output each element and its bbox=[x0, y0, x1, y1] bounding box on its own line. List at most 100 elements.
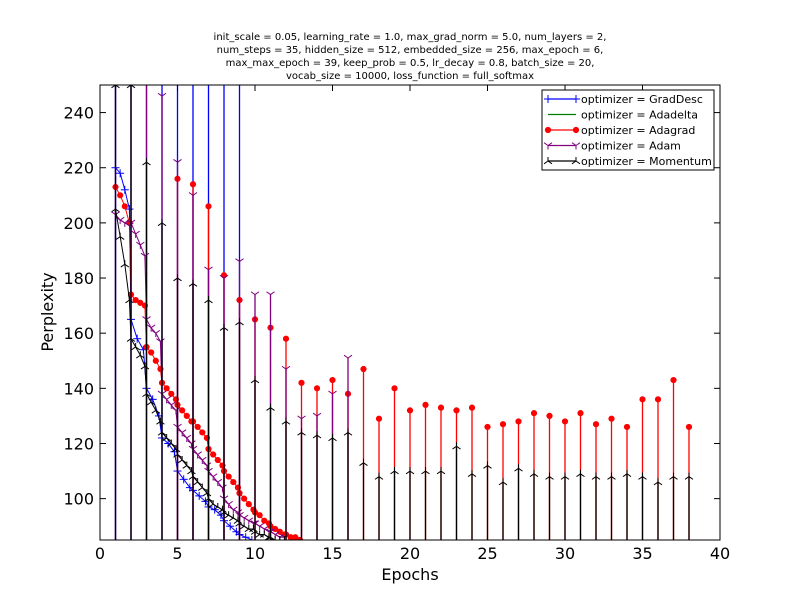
series-3-point bbox=[255, 523, 264, 531]
series-4-peak-point bbox=[622, 469, 632, 478]
series-2-peak-point bbox=[375, 415, 383, 422]
series-4-point bbox=[120, 260, 130, 268]
y-tick-label: 220 bbox=[63, 159, 94, 178]
series-3-point bbox=[136, 241, 145, 249]
series-3-peak-point bbox=[145, 85, 148, 89]
series-4-peak-point bbox=[157, 218, 167, 227]
series-2-peak-point bbox=[654, 396, 662, 403]
series-4-peak-point bbox=[281, 417, 291, 425]
series-3-point bbox=[156, 338, 165, 346]
series-3-peak-point bbox=[266, 291, 275, 299]
series-0-peak-point bbox=[189, 85, 197, 89]
series-4-point bbox=[173, 450, 182, 458]
series-3-point bbox=[146, 324, 156, 332]
series-4-point bbox=[224, 511, 233, 519]
series-4-point bbox=[125, 296, 134, 304]
series-4-peak-point bbox=[653, 478, 663, 486]
series-4-point bbox=[171, 445, 181, 453]
series-4-point bbox=[249, 524, 258, 533]
series-2-peak-point bbox=[406, 407, 414, 414]
series-3-peak-point bbox=[343, 354, 353, 362]
series-4-peak-point bbox=[684, 472, 694, 480]
y-tick-label: 140 bbox=[63, 379, 94, 398]
series-3 bbox=[111, 85, 353, 540]
series-4-peak-point bbox=[467, 469, 477, 478]
series-3-point bbox=[229, 506, 238, 514]
series-3-point bbox=[193, 451, 202, 459]
legend-marker bbox=[571, 157, 581, 165]
series-4-point bbox=[260, 530, 269, 538]
series-3-peak-point bbox=[328, 390, 337, 398]
series-4-peak-point bbox=[498, 478, 508, 486]
series-3-peak-point bbox=[297, 415, 306, 423]
series-4-point bbox=[208, 500, 218, 508]
series-4-point bbox=[250, 527, 260, 535]
series-4-peak-point bbox=[529, 469, 539, 478]
series-4-peak-point bbox=[235, 318, 244, 326]
x-tick-label: 10 bbox=[245, 544, 265, 563]
series-2-peak-point bbox=[391, 385, 398, 392]
x-axis: 0 5 10 15 20 25 30 35 40 bbox=[95, 85, 730, 563]
series-2-point bbox=[256, 512, 263, 519]
series-4-point bbox=[283, 536, 286, 540]
series-4-peak-point bbox=[204, 296, 213, 304]
y-tick-label: 200 bbox=[63, 214, 94, 233]
series-2-point bbox=[194, 423, 201, 431]
series-2-point bbox=[214, 456, 221, 464]
series-3-peak-point bbox=[157, 92, 167, 101]
series-2-point bbox=[117, 192, 124, 199]
y-axis: 100 120 140 160 180 200 220 240 bbox=[63, 104, 720, 509]
series-4-point bbox=[202, 489, 212, 497]
series-4-point bbox=[198, 483, 207, 491]
series-2-peak-point bbox=[546, 412, 553, 420]
series-4-peak-point bbox=[514, 464, 523, 472]
series-3-point bbox=[151, 329, 161, 338]
series-3-point bbox=[162, 396, 171, 404]
series-4-peak-point bbox=[436, 467, 446, 475]
series-2-peak-point bbox=[670, 376, 677, 384]
legend-marker bbox=[572, 126, 580, 134]
series-4-peak-point bbox=[142, 158, 151, 166]
series-0-point bbox=[133, 334, 142, 343]
series-4-point bbox=[233, 516, 243, 524]
series-2-point bbox=[148, 349, 155, 356]
series-4-point bbox=[235, 519, 244, 527]
legend-item-2: optimizer = Adagrad bbox=[544, 124, 695, 137]
series-4-point bbox=[219, 508, 229, 516]
legend-label: optimizer = Momentum bbox=[581, 155, 712, 168]
series-4-line bbox=[115, 209, 285, 540]
series-4-point bbox=[239, 522, 249, 530]
series-2-peak-point bbox=[282, 335, 290, 342]
series-4-point bbox=[151, 406, 161, 414]
series-0-point bbox=[226, 522, 235, 531]
series-0-peak-point bbox=[158, 85, 166, 89]
series-2-peak-point bbox=[422, 401, 429, 408]
series-4-peak-point bbox=[297, 428, 306, 436]
series-2-point bbox=[230, 478, 237, 486]
series-3-peak-point bbox=[173, 159, 182, 167]
legend-item-4: optimizer = Momentum bbox=[543, 155, 712, 168]
series-0-point bbox=[116, 169, 125, 178]
x-tick-label: 15 bbox=[322, 544, 342, 563]
series-3-point bbox=[208, 473, 218, 481]
series-4-point bbox=[142, 389, 151, 398]
series-4-point bbox=[111, 205, 120, 213]
series-2-peak-point bbox=[530, 410, 538, 417]
legend-marker bbox=[544, 126, 552, 134]
series-0-point bbox=[125, 205, 134, 214]
title-line-2: num_steps = 35, hidden_size = 512, embed… bbox=[217, 45, 604, 56]
series-2-point bbox=[225, 473, 232, 480]
series-2-peak-point bbox=[515, 418, 522, 425]
series-2-peak-point bbox=[499, 421, 507, 428]
legend-label: optimizer = Adagrad bbox=[581, 124, 695, 137]
series-2-point bbox=[132, 296, 139, 304]
series-4-peak-point bbox=[343, 428, 353, 436]
series-0-peak-point bbox=[204, 85, 213, 89]
series-2-peak-point bbox=[685, 423, 693, 431]
series-2-point bbox=[210, 451, 217, 458]
series-3-peak-point bbox=[235, 258, 244, 266]
series-0-line bbox=[115, 167, 253, 540]
series-4-peak-point bbox=[452, 442, 461, 450]
x-axis-label: Epochs bbox=[381, 565, 438, 584]
